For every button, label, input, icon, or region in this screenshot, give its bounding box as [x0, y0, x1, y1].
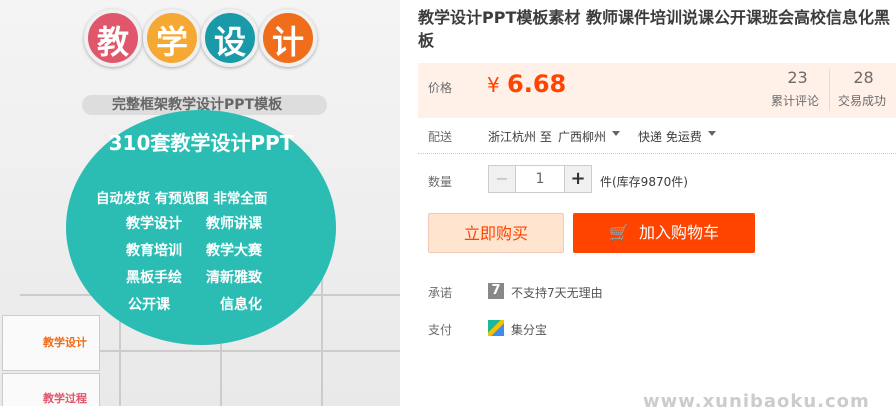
divider [418, 153, 896, 154]
currency-symbol: ¥ [487, 73, 500, 97]
decrement-button[interactable]: − [489, 166, 516, 192]
delivery-from: 浙江杭州 至 [488, 130, 552, 144]
quantity-stepper: − 1 + [488, 165, 592, 193]
buy-now-button[interactable]: 立即购买 [428, 213, 564, 253]
delivery-method-select[interactable]: 快递 免运费 [638, 128, 716, 145]
title-char: 设 [201, 9, 259, 67]
watermark: www.xunibaoku.com [643, 391, 870, 412]
cart-icon: 🛒 [609, 223, 629, 242]
reviews-label[interactable]: 累计评论 [771, 94, 820, 108]
price-panel: 价格 ¥ 6.68 23 累计评论 28 交易成功 [418, 63, 896, 118]
product-title: 教学设计PPT模板素材 教师课件培训说课公开课班会高校信息化黑板 [418, 8, 890, 50]
seven-day-icon: 7 [488, 283, 504, 299]
promo-circle: 310套教学设计PPT 自动发货 有预览图 非常全面 教学设计 教师讲课 教育培… [66, 110, 336, 345]
reviews-count[interactable]: 23 [787, 68, 808, 87]
product-image[interactable]: 教学设计 教学过程 完整框架教学设计PPT模板 教 学 设 计 310套教学设计… [0, 0, 400, 406]
stock-text: 件(库存9870件) [600, 175, 688, 189]
thumbnail: 教学设计 [2, 315, 100, 371]
price-value: 6.68 [507, 70, 567, 98]
divider [829, 69, 830, 111]
sales-count: 28 [853, 68, 874, 87]
headline: 310套教学设计PPT [108, 131, 294, 155]
jifenbao-icon [488, 320, 504, 336]
subtitle-pill: 完整框架教学设计PPT模板 [82, 95, 327, 115]
thumbnail: 教学过程 [2, 373, 100, 406]
quantity-input[interactable]: 1 [535, 171, 545, 187]
increment-button[interactable]: + [564, 166, 591, 192]
add-to-cart-button[interactable]: 🛒 加入购物车 [573, 213, 755, 253]
title-char: 学 [143, 9, 201, 67]
delivery-destination-select[interactable]: 广西柳州 [558, 128, 621, 145]
caret-down-icon [707, 131, 716, 140]
title-char: 计 [259, 9, 317, 67]
title-char: 教 [84, 9, 142, 67]
sales-label: 交易成功 [838, 94, 887, 108]
caret-down-icon [612, 131, 621, 140]
